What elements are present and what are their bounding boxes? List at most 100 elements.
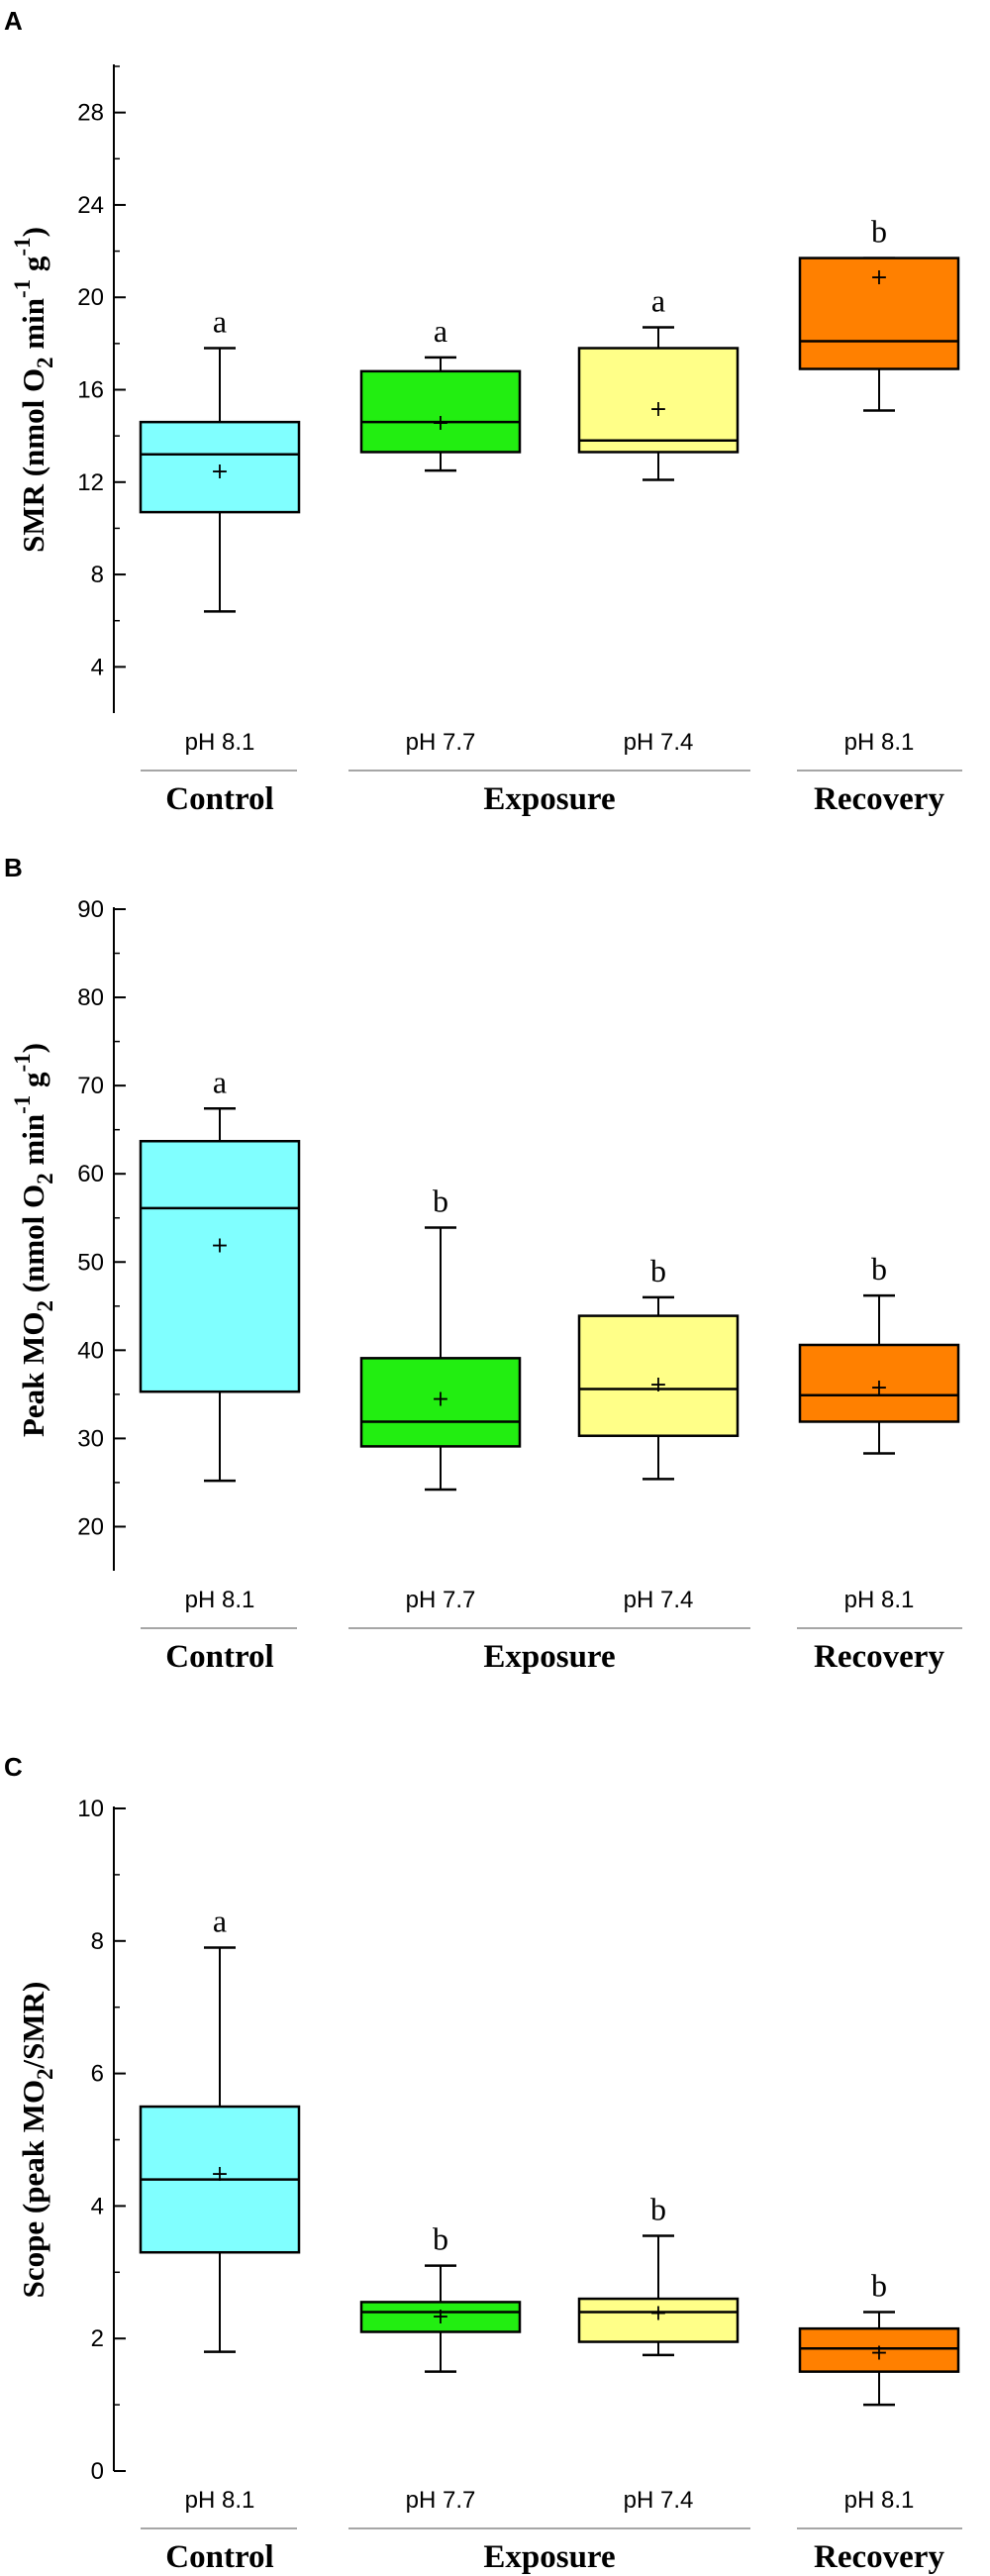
box-iqr: [798, 2326, 960, 2373]
significance-letter: b: [433, 1184, 448, 1219]
y-tick-label: 24: [77, 192, 104, 219]
group-label: Control: [165, 2539, 273, 2575]
y-axis-title: SMR (nmol O2 min-1 g-1): [10, 227, 57, 553]
box-iqr: [359, 1357, 522, 1448]
y-axis-title-part: 2: [33, 357, 57, 368]
group-label: Control: [165, 781, 273, 817]
box-iqr: [139, 420, 301, 514]
significance-letter: b: [871, 1251, 887, 1287]
panel-letter: B: [4, 853, 23, 882]
x-category-label: pH 8.1: [185, 1587, 255, 1613]
group-label: Exposure: [483, 1639, 615, 1675]
x-category-label: pH 7.4: [624, 1587, 694, 1613]
significance-letter: a: [213, 304, 227, 340]
box-3: + a pH 7.4: [577, 283, 740, 756]
y-tick-label: 6: [91, 2061, 104, 2088]
y-tick-label: 12: [77, 469, 104, 496]
y-tick-label: 70: [77, 1073, 104, 1099]
x-category-label: pH 7.7: [406, 2487, 476, 2514]
box-iqr: [798, 257, 960, 370]
box-1: + a pH 8.1: [139, 304, 301, 756]
y-tick-label: 20: [77, 284, 104, 311]
box-iqr: [359, 2301, 522, 2333]
y-tick-label: 20: [77, 1513, 104, 1540]
mean-marker: +: [432, 411, 449, 436]
y-tick-label: 60: [77, 1161, 104, 1187]
panel-a: A 4 8 12 16 20 24 28 SMR (nmol O2 min-1 g-1) + a pH…: [4, 6, 962, 817]
box-2: + b pH 7.7: [359, 2221, 522, 2514]
y-tick-label: 28: [77, 100, 104, 127]
y-axis-title-part: Peak MO: [16, 1311, 50, 1437]
y-axis-title-part: 2: [33, 1300, 57, 1312]
significance-letter: a: [434, 313, 447, 349]
y-axis-title-part: min: [16, 1114, 50, 1173]
mean-marker: +: [211, 460, 229, 484]
y-tick-label: 90: [77, 896, 104, 923]
group-label: Exposure: [483, 781, 615, 817]
mean-marker: +: [870, 265, 888, 290]
box-3: + b pH 7.4: [577, 2192, 740, 2514]
box-1: + a pH 8.1: [139, 1064, 301, 1613]
panel-letter: A: [4, 6, 23, 36]
significance-letter: b: [433, 2221, 448, 2257]
mean-marker: +: [649, 2301, 667, 2325]
box-iqr: [577, 347, 740, 454]
y-tick-label: 8: [91, 562, 104, 588]
box-2: + a pH 7.7: [359, 313, 522, 756]
y-axis-title-part: ): [16, 1043, 50, 1053]
y-axis-title-part: 2: [33, 1173, 57, 1185]
x-category-label: pH 8.1: [844, 1587, 915, 1613]
y-tick-label: 2: [91, 2325, 104, 2352]
box-3: + b pH 7.4: [577, 1253, 740, 1613]
y-axis-title-part: -1: [10, 237, 35, 256]
y-axis-title-part: -1: [10, 1053, 35, 1072]
y-tick-label: 80: [77, 984, 104, 1011]
mean-marker: +: [432, 2305, 449, 2329]
group-label: Recovery: [814, 1639, 944, 1675]
box-1: + a pH 8.1: [139, 1903, 301, 2514]
y-axis-title-part: min: [16, 298, 50, 357]
box-iqr: [798, 1343, 960, 1423]
y-tick-label: 8: [91, 1928, 104, 1955]
group-label: Recovery: [814, 781, 944, 817]
significance-letter: a: [651, 283, 665, 319]
mean-marker: +: [211, 2162, 229, 2187]
y-tick-label: 0: [91, 2458, 104, 2485]
y-axis-title-part: -1: [10, 279, 35, 298]
x-category-label: pH 8.1: [844, 729, 915, 756]
box-2: + b pH 7.7: [359, 1184, 522, 1613]
mean-marker: +: [870, 2341, 888, 2366]
significance-letter: b: [871, 214, 887, 250]
mean-marker: +: [649, 1373, 667, 1397]
group-label: Recovery: [814, 2539, 944, 2575]
x-category-label: pH 8.1: [844, 2487, 915, 2514]
panel-letter: C: [4, 1752, 23, 1782]
x-category-label: pH 7.7: [406, 729, 476, 756]
mean-marker: +: [870, 1376, 888, 1400]
y-tick-label: 40: [77, 1337, 104, 1364]
box-4: + b pH 8.1: [798, 214, 960, 756]
x-category-label: pH 7.7: [406, 1587, 476, 1613]
mean-marker: +: [649, 397, 667, 422]
y-axis-title: Peak MO2 (nmol O2 min-1 g-1): [10, 1043, 57, 1437]
group-label: Exposure: [483, 2539, 615, 2575]
box-iqr: [577, 1314, 740, 1437]
box-iqr: [577, 2297, 740, 2343]
y-axis-title-part: (nmol O: [16, 1185, 50, 1300]
y-axis-title-part: ): [16, 227, 50, 237]
box-4: + b pH 8.1: [798, 2267, 960, 2514]
x-category-label: pH 7.4: [624, 729, 694, 756]
box-iqr: [359, 369, 522, 454]
y-tick-label: 4: [91, 2193, 104, 2219]
significance-letter: a: [213, 1903, 227, 1938]
y-axis-title-part: SMR (nmol O: [16, 368, 50, 553]
y-tick-label: 4: [91, 654, 104, 680]
mean-marker: +: [211, 1233, 229, 1258]
y-axis-title-part: /SMR): [16, 1982, 50, 2070]
mean-marker: +: [432, 1387, 449, 1411]
significance-letter: a: [213, 1064, 227, 1099]
y-axis-title-part: Scope (peak MO: [16, 2080, 50, 2298]
box-4: + b pH 8.1: [798, 1251, 960, 1613]
y-tick-label: 16: [77, 377, 104, 404]
